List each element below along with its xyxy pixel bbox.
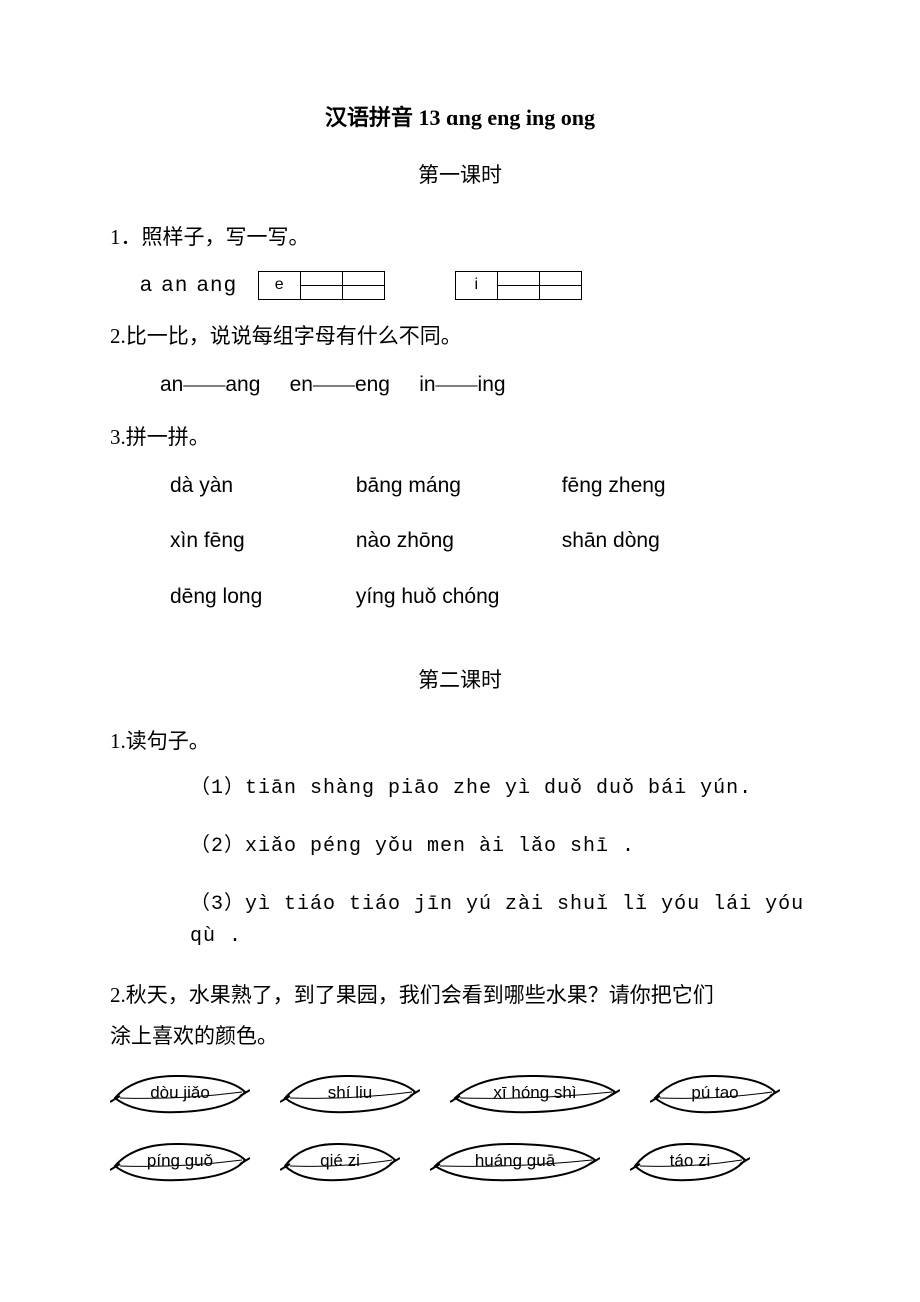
q1-content: a an ang e i [110,268,810,302]
pair-1-b: eng [355,373,390,396]
leaf-item: xī hóng shì [450,1070,620,1118]
q3-cell: fēng zheng [562,469,762,503]
lesson1-heading: 第一课时 [110,159,810,193]
q1-example: a an ang [140,268,238,302]
leaf-row-2: píng guǒ qié zi huáng guā táo zi [110,1138,810,1186]
leaf-label: táo zi [670,1147,711,1174]
leaf-item: pú tao [650,1070,780,1118]
q3-cell: dēng long [170,580,350,614]
leaf-row-1: dòu jiǎo shí liu xī hóng shì pú tao [110,1070,810,1118]
pair-2-a: in [419,373,435,396]
leaf-label: dòu jiǎo [150,1079,210,1106]
lesson2: 第二课时 1.读句子。 （1）tiān shàng piāo zhe yì du… [110,664,810,1186]
q2-pairs: an——ang en——eng in——ing [110,368,810,402]
sentence-2: （2）xiǎo péng yǒu men ài lǎo shī . [190,831,810,863]
question-3: 3.拼一拼。 dà yàn bāng máng fēng zheng xìn f… [110,421,810,613]
leaf-item: qié zi [280,1138,400,1186]
q3-cell: yíng huǒ chóng [356,580,556,614]
question-2: 2.比一比，说说每组字母有什么不同。 an——ang en——eng in——i… [110,320,810,401]
leaf-label: shí liu [328,1079,372,1106]
leaf-label: xī hóng shì [493,1079,576,1106]
lesson2-heading: 第二课时 [110,664,810,698]
writing-grid-2: i [455,271,582,300]
leaf-item: huáng guā [430,1138,600,1186]
leaf-label: píng guǒ [147,1147,213,1174]
l2-q2-prompt-line1: 2.秋天，水果熟了，到了果园，我们会看到哪些水果？请你把它们 [110,979,810,1013]
q3-grid: dà yàn bāng máng fēng zheng xìn fēng nào… [110,469,810,614]
sentence-3: （3）yì tiáo tiáo jīn yú zài shuǐ lǐ yóu l… [190,889,810,953]
leaf-label: pú tao [691,1079,738,1106]
l2-q2-prompt-line2: 涂上喜欢的颜色。 [110,1020,810,1054]
leaf-item: shí liu [280,1070,420,1118]
grid1-letter: e [258,271,300,299]
q3-row-2: dēng long yíng huǒ chóng [170,580,810,614]
leaf-item: dòu jiǎo [110,1070,250,1118]
l2-q1-prompt: 1.读句子。 [110,725,810,759]
q2-prompt: 2.比一比，说说每组字母有什么不同。 [110,320,810,354]
pair-2-b: ing [478,373,506,396]
q1-prompt: 1．照样子，写一写。 [110,221,810,255]
leaf-label: qié zi [320,1147,360,1174]
leaf-item: píng guǒ [110,1138,250,1186]
leaf-label: huáng guā [475,1147,555,1174]
pair-0-b: ang [225,373,260,396]
page-title: 汉语拼音 13 ɑng eng ing ong [110,100,810,135]
q3-row-1: xìn fēng nào zhōng shān dòng [170,524,810,558]
l2-question-2: 2.秋天，水果熟了，到了果园，我们会看到哪些水果？请你把它们 涂上喜欢的颜色。 … [110,979,810,1186]
l2-question-1: 1.读句子。 （1）tiān shàng piāo zhe yì duǒ duǒ… [110,725,810,953]
writing-grid-1: e [258,271,385,300]
grid2-letter: i [455,271,497,299]
pair-1-a: en [290,373,313,396]
q3-cell: xìn fēng [170,524,350,558]
pair-0-a: an [160,373,183,396]
q3-cell: shān dòng [562,524,762,558]
q3-row-0: dà yàn bāng máng fēng zheng [170,469,810,503]
q3-prompt: 3.拼一拼。 [110,421,810,455]
q3-cell: dà yàn [170,469,350,503]
sentence-1: （1）tiān shàng piāo zhe yì duǒ duǒ bái yú… [190,773,810,805]
q3-cell: bāng máng [356,469,556,503]
question-1: 1．照样子，写一写。 a an ang e i [110,221,810,302]
sentences: （1）tiān shàng piāo zhe yì duǒ duǒ bái yú… [110,773,810,953]
leaf-item: táo zi [630,1138,750,1186]
q3-cell: nào zhōng [356,524,556,558]
